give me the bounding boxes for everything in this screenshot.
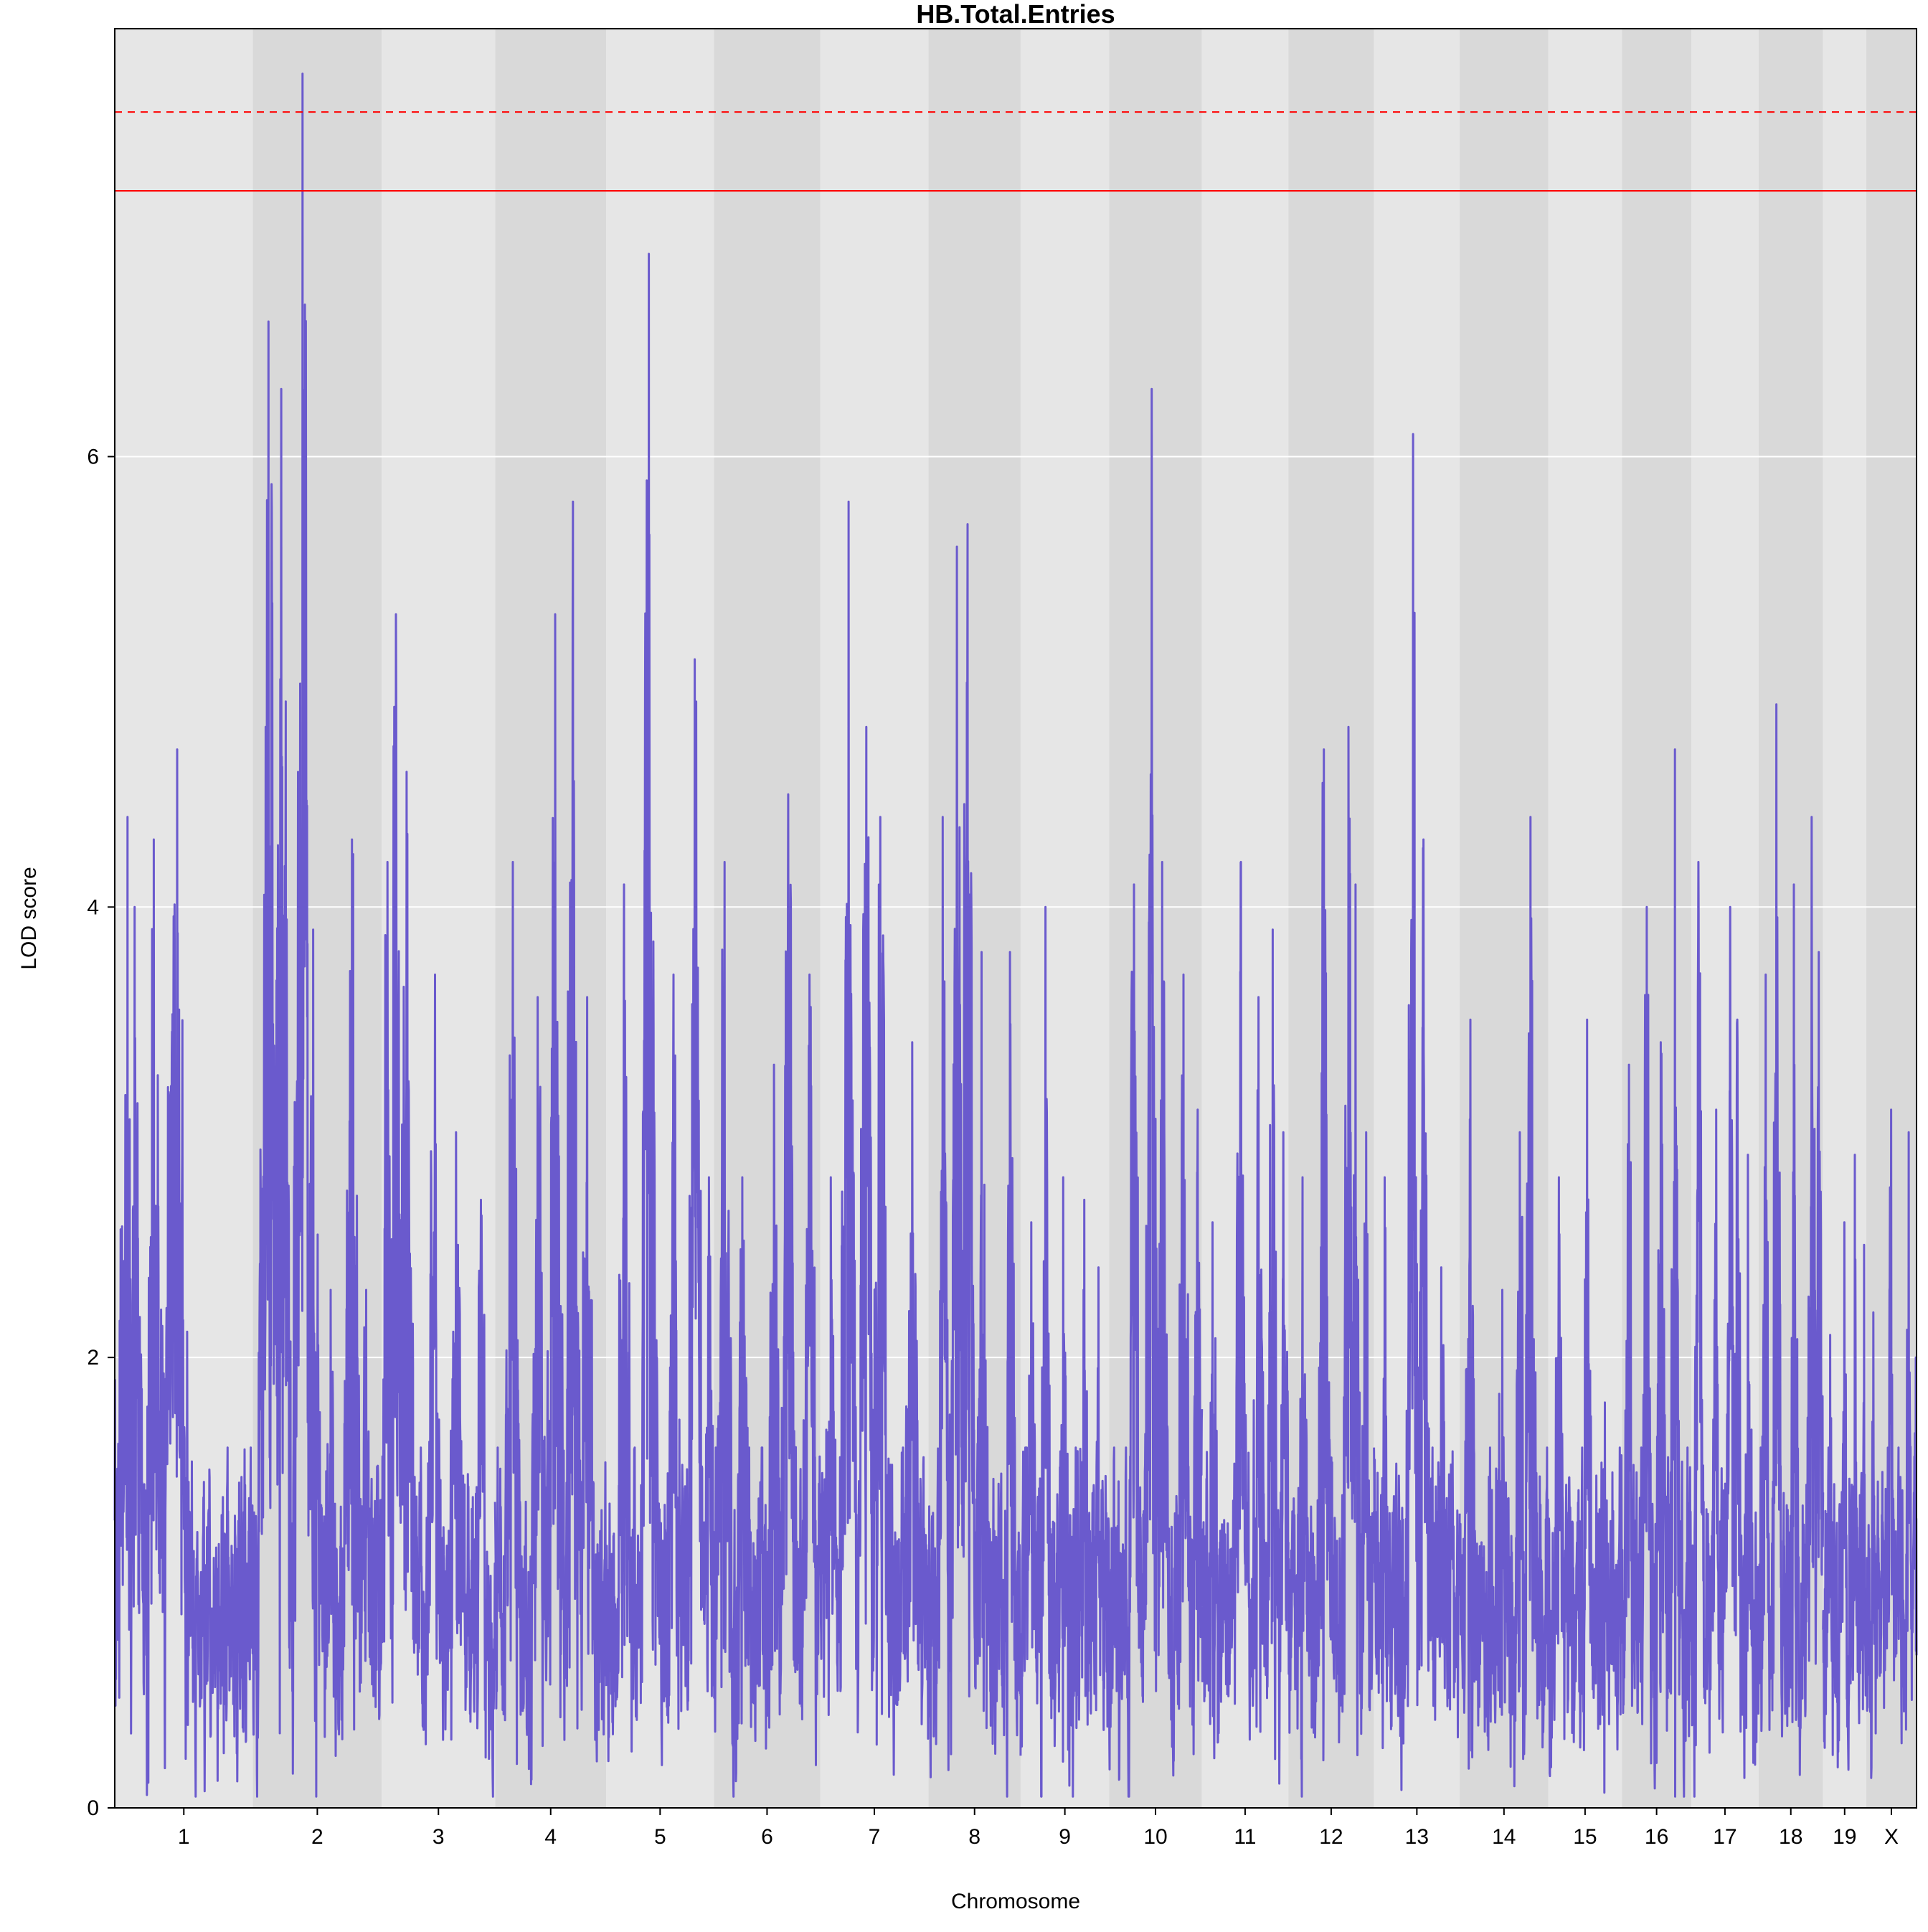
- x-tick-label: 12: [1319, 1825, 1343, 1849]
- gridlines: [115, 456, 1917, 1359]
- x-tick-label: 9: [1059, 1825, 1071, 1849]
- x-tick-label: 7: [869, 1825, 881, 1849]
- x-tick-label: 18: [1779, 1825, 1802, 1849]
- plot-frame: [114, 28, 1917, 1809]
- lod-trace-chr-6: [712, 793, 821, 1798]
- lod-trace-chr-8: [927, 523, 1022, 1798]
- lod-trace-chr-4: [493, 500, 608, 1786]
- lod-trace-chr-11: [1201, 861, 1290, 1785]
- lod-trace-chr-16: [1620, 748, 1693, 1798]
- y-tick-label: 4: [87, 895, 99, 919]
- lod-trace-chr-7: [819, 500, 930, 1776]
- lod-trace-chr-2: [252, 72, 383, 1798]
- threshold-lines: [115, 111, 1917, 192]
- lod-trace-chr-15: [1547, 1018, 1623, 1794]
- x-tick-label: 17: [1713, 1825, 1736, 1849]
- x-tick-label: 6: [761, 1825, 773, 1849]
- x-tick-label: 16: [1645, 1825, 1668, 1849]
- lod-trace-chr-X: [1865, 1108, 1918, 1779]
- x-tick-label: 13: [1405, 1825, 1429, 1849]
- lod-trace-chr-9: [1019, 905, 1110, 1798]
- x-axis-ticks: 1 2 3 4 5 6 7 8 9 10 11 12 13 14 15 16 17 18 19 X: [178, 1808, 1899, 1849]
- lod-trace-chr-5: [605, 253, 715, 1766]
- y-tick-label: 6: [87, 445, 99, 468]
- x-axis-label: Chromosome: [951, 1890, 1080, 1913]
- y-axis-ticks: 0 2 4 6: [87, 445, 115, 1820]
- x-tick-label: 2: [311, 1825, 323, 1849]
- lod-trace-chr-1: [113, 748, 254, 1798]
- x-tick-label: 11: [1234, 1825, 1256, 1849]
- lod-trace-chr-17: [1690, 861, 1760, 1798]
- y-tick-label: 0: [87, 1796, 99, 1820]
- x-tick-label: 10: [1143, 1825, 1167, 1849]
- x-tick-label: 4: [544, 1825, 557, 1849]
- y-tick-label: 2: [87, 1346, 99, 1370]
- x-tick-label: 5: [654, 1825, 666, 1849]
- x-tick-label: 15: [1573, 1825, 1597, 1849]
- lod-trace-chr-19: [1822, 1154, 1868, 1771]
- x-tick-label: 14: [1492, 1825, 1516, 1849]
- x-tick-label: 1: [178, 1825, 190, 1849]
- chart-title: HB.Total.Entries: [916, 0, 1115, 29]
- lod-trace-chr-18: [1757, 703, 1825, 1776]
- x-tick-label: 3: [433, 1825, 445, 1849]
- x-tick-label: X: [1884, 1825, 1899, 1849]
- y-axis-label: LOD score: [17, 867, 41, 969]
- lod-trace-chr-12: [1287, 725, 1376, 1798]
- lod-series: [113, 72, 1918, 1798]
- lod-trace-chr-10: [1107, 387, 1204, 1798]
- lod-trace-chr-14: [1458, 816, 1549, 1788]
- x-tick-label: 8: [968, 1825, 980, 1849]
- x-tick-label: 19: [1833, 1825, 1856, 1849]
- lod-trace-chr-13: [1373, 433, 1461, 1791]
- lod-trace-chr-3: [380, 613, 496, 1798]
